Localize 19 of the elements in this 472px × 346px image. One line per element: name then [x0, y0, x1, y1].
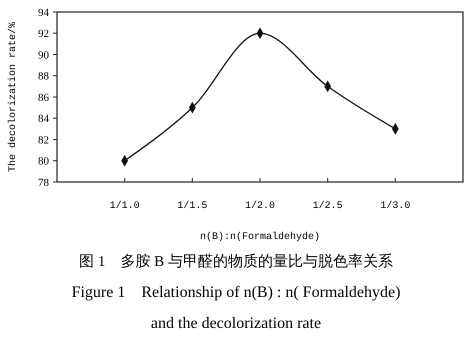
- x-tick-label: 1/1.5: [177, 200, 208, 212]
- x-tick-label: 1/1.0: [110, 200, 140, 212]
- y-tick-label: 92: [38, 28, 49, 40]
- text: and the decolorization rate: [150, 315, 322, 332]
- y-tick-label: 86: [38, 92, 50, 104]
- y-tick-label: 80: [38, 156, 50, 168]
- y-tick-label: 84: [38, 113, 50, 126]
- x-tick-label: 1/2.0: [244, 200, 276, 212]
- y-tick-label: 82: [38, 134, 49, 146]
- x-tick-label: 1/3.0: [380, 200, 410, 212]
- y-tick-label: 78: [38, 176, 50, 189]
- y-axis-title: The decolorization rate/%: [7, 22, 19, 172]
- x-tick-label: 1/2.5: [312, 200, 343, 212]
- caption: 图 1 多胺 B 与甲醛的物质的量比与脱色率关系: [79, 253, 393, 270]
- y-tick-label: 90: [38, 49, 50, 62]
- y-tick-label: 94: [38, 6, 50, 19]
- y-tick-label: 88: [38, 70, 50, 83]
- caption: Figure 1 Relationship of n(B) : n( Formaldehyde): [72, 284, 400, 301]
- x-axis-title: n(B):n(Formaldehyde): [200, 231, 320, 243]
